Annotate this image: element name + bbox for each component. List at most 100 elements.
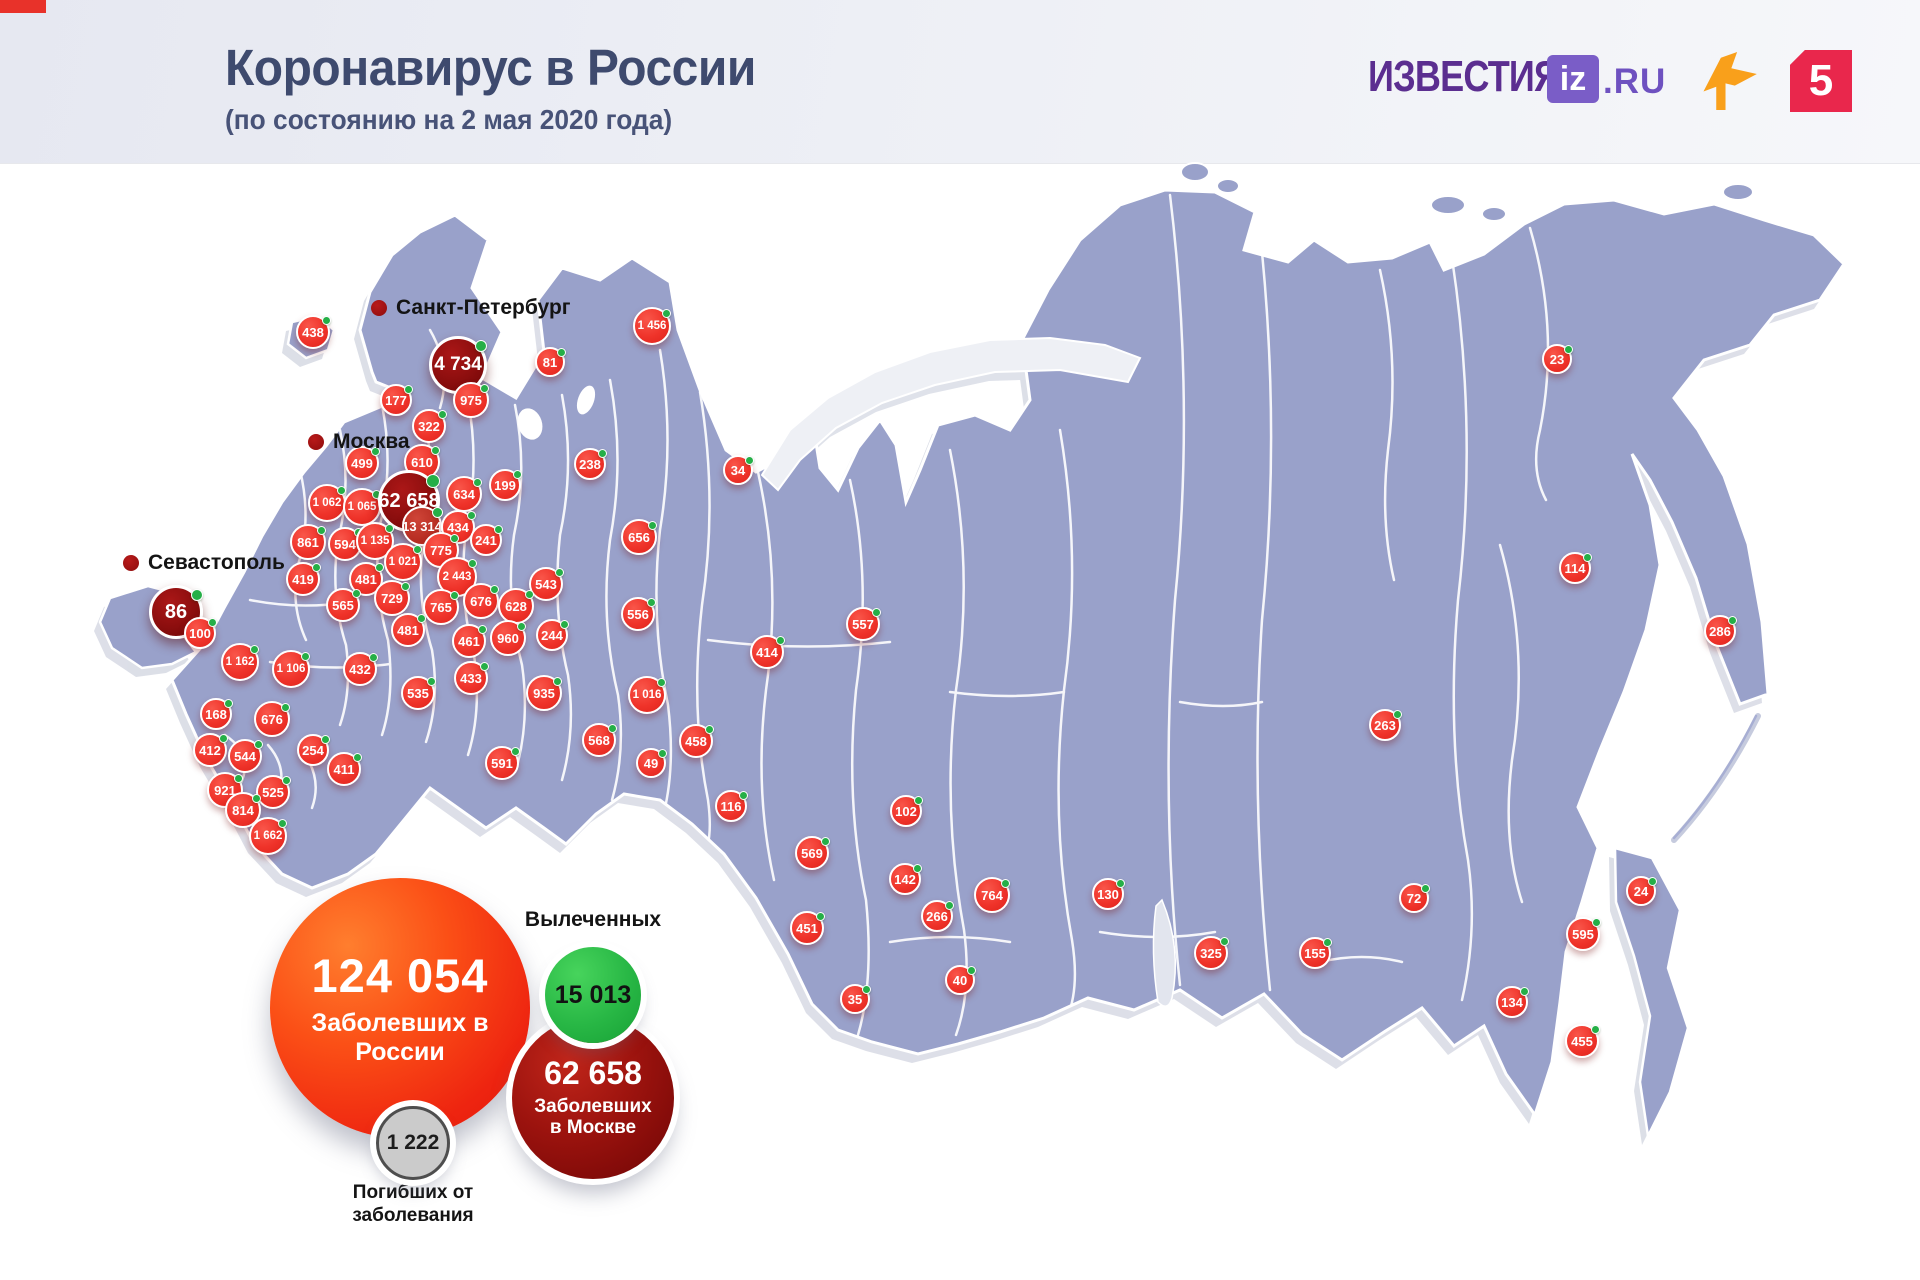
- region-bubble: 544: [228, 739, 263, 773]
- recovered-indicator-dot: [739, 790, 749, 800]
- izvestia-logo: ИЗВЕСТИЯ: [1368, 52, 1560, 101]
- region-case-count: 543: [535, 576, 557, 592]
- recovered-indicator-dot: [967, 965, 977, 975]
- recovered-indicator-dot: [1421, 883, 1431, 893]
- region-case-count: 1 662: [253, 830, 283, 842]
- recovered-indicator-dot: [281, 776, 291, 786]
- recovered-indicator-dot: [450, 533, 460, 543]
- recovered-indicator-dot: [252, 793, 262, 803]
- region-case-count: 325: [1200, 945, 1222, 961]
- region-bubble: 628: [498, 588, 535, 624]
- region-bubble: 322: [412, 409, 447, 443]
- region-case-count: 1 162: [225, 656, 255, 668]
- city-name: Санкт-Петербург: [396, 296, 571, 319]
- recovered-indicator-dot: [253, 740, 263, 750]
- lake-ladoga: [517, 408, 543, 440]
- region-case-count: 411: [333, 761, 355, 777]
- recovered-indicator-dot: [385, 523, 395, 533]
- region-case-count: 244: [541, 627, 563, 643]
- recovered-indicator-dot: [467, 559, 477, 569]
- city-dot-icon: [123, 555, 139, 571]
- region-bubble: 325: [1194, 936, 1229, 970]
- arctic-island: [1430, 195, 1466, 215]
- region-bubble: 81: [535, 347, 567, 377]
- arctic-island: [1722, 183, 1754, 201]
- region-case-count: 481: [397, 622, 419, 638]
- recovered-indicator-dot: [431, 445, 441, 455]
- recovered-indicator-dot: [494, 524, 504, 534]
- region-case-count: 935: [533, 685, 555, 701]
- recovered-indicator-dot: [224, 698, 234, 708]
- region-bubble: 263: [1369, 709, 1403, 741]
- region-bubble: 1 162: [221, 643, 260, 681]
- recovered-indicator-dot: [1116, 878, 1126, 888]
- region-case-count: 72: [1406, 890, 1422, 906]
- region-bubble: 34: [723, 455, 755, 485]
- region-case-count: 595: [1572, 926, 1594, 942]
- lake-baikal: [1152, 898, 1177, 1007]
- region-case-count: 2 443: [442, 571, 472, 583]
- page-subtitle: (по состоянию на 2 мая 2020 года): [225, 104, 673, 135]
- region-bubble: 177: [380, 384, 414, 416]
- recovered-indicator-dot: [1564, 344, 1574, 354]
- recovered-indicator-dot: [820, 837, 830, 847]
- region-bubble: 1 135: [356, 522, 395, 560]
- recovered-indicator-dot: [704, 725, 714, 735]
- region-bubble: 461: [452, 624, 487, 658]
- recovered-indicator-dot: [480, 383, 490, 393]
- recovered-indicator-dot: [431, 507, 443, 519]
- region-case-count: 499: [351, 455, 373, 471]
- region-bubble: 656: [621, 519, 658, 555]
- recovered-indicator-dot: [598, 448, 608, 458]
- region-bubble: 438: [296, 315, 331, 349]
- recovered-value: 15 013: [554, 980, 632, 1009]
- region-case-count: 729: [381, 590, 403, 606]
- recovered-indicator-dot: [191, 588, 204, 601]
- recovered-indicator-dot: [278, 818, 288, 828]
- region-case-count: 40: [952, 972, 968, 988]
- channel5-logo-icon: 5: [1790, 50, 1852, 112]
- city-dot-icon: [371, 300, 387, 316]
- region-bubble: 433: [454, 661, 489, 695]
- recovered-indicator-dot: [321, 316, 331, 326]
- region-bubble: 102: [890, 795, 924, 827]
- recovered-indicator-dot: [317, 525, 327, 535]
- region-bubble: 130: [1092, 878, 1126, 910]
- region-bubble: 455: [1565, 1024, 1600, 1058]
- region-case-count: 1 021: [388, 556, 418, 568]
- recovered-indicator-dot: [321, 734, 331, 744]
- region-bubble: 634: [446, 476, 483, 512]
- region-case-count: 458: [685, 733, 707, 749]
- region-case-count: 238: [579, 456, 601, 472]
- region-case-count: 254: [302, 742, 324, 758]
- recovered-indicator-dot: [477, 625, 487, 635]
- region-case-count: 535: [407, 685, 429, 701]
- region-case-count: 1 062: [312, 497, 342, 509]
- recovered-indicator-dot: [401, 581, 411, 591]
- recovered-indicator-dot: [250, 644, 260, 654]
- region-bubble: 1 065: [343, 488, 382, 526]
- recovered-indicator-dot: [557, 347, 567, 357]
- deaths-label: Погибших от заболевания: [352, 1182, 474, 1226]
- region-bubble: 565: [326, 588, 361, 622]
- infected-russia-circle: 124 054 Заболевших в России: [270, 878, 530, 1138]
- region-case-count: 263: [1374, 717, 1396, 733]
- region-bubble: 921: [207, 772, 244, 808]
- recovered-indicator-dot: [437, 410, 447, 420]
- recovered-indicator-dot: [1728, 615, 1738, 625]
- region-bubble: 286: [1704, 615, 1738, 647]
- iz-ru-logo-icon: iz: [1547, 55, 1599, 103]
- infected-moscow-label: Заболевших в Москве: [534, 1096, 652, 1139]
- region-case-count: 557: [852, 616, 874, 632]
- recovered-indicator-dot: [1520, 986, 1530, 996]
- region-bubble: 975: [453, 382, 490, 418]
- region-bubble: 134: [1496, 986, 1530, 1018]
- recovered-indicator-dot: [913, 863, 923, 873]
- region-case-count: 676: [470, 593, 492, 609]
- recovered-indicator-dot: [404, 384, 414, 394]
- recovered-indicator-dot: [490, 584, 500, 594]
- region-case-count: 569: [801, 845, 823, 861]
- region-bubble: 100: [184, 617, 218, 649]
